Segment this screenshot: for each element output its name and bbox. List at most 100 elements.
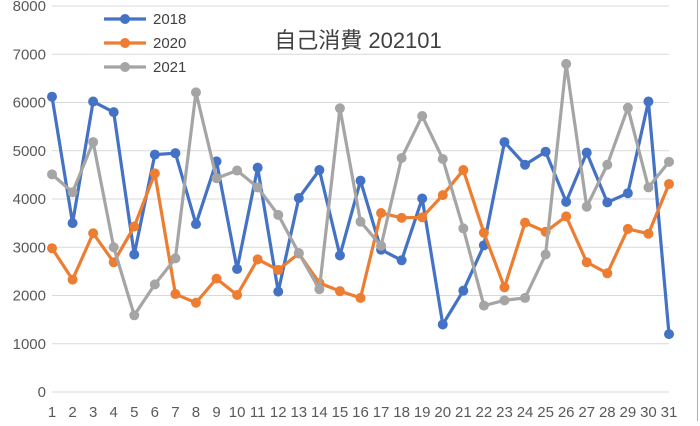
data-point-marker [108, 107, 119, 118]
y-tick-label: 5000 [13, 143, 46, 160]
data-point-marker [643, 228, 654, 239]
x-tick-label: 9 [212, 404, 220, 421]
y-tick-label: 6000 [13, 95, 46, 112]
data-point-marker [458, 285, 469, 296]
y-tick-label: 2000 [13, 288, 46, 305]
series-2021 [47, 58, 674, 321]
x-tick-label: 14 [311, 404, 328, 421]
data-point-marker [581, 147, 592, 158]
data-point-marker [129, 310, 140, 321]
data-point-marker [602, 159, 613, 170]
data-point-marker [334, 103, 345, 114]
x-tick-label: 12 [270, 404, 287, 421]
data-point-marker [355, 175, 366, 186]
data-point-marker [129, 249, 140, 260]
x-tick-label: 17 [373, 404, 390, 421]
data-point-marker [581, 201, 592, 212]
data-point-marker [376, 240, 387, 251]
x-tick-label: 24 [517, 404, 534, 421]
x-tick-label: 6 [151, 404, 159, 421]
data-point-marker [520, 292, 531, 303]
legend-item-2020: 2020 [104, 35, 186, 52]
data-point-marker [67, 218, 78, 229]
legend-label: 2021 [153, 59, 186, 76]
x-tick-label: 10 [229, 404, 246, 421]
x-tick-label: 16 [352, 404, 369, 421]
data-point-marker [540, 249, 551, 260]
data-point-marker [47, 169, 57, 180]
data-point-marker [664, 329, 674, 340]
data-point-marker [520, 217, 531, 228]
data-point-marker [252, 162, 263, 173]
y-axis-ticks: 0 1000 2000 3000 4000 5000 6000 7000 8000 [13, 0, 46, 401]
series-line [50, 62, 671, 317]
x-tick-label: 28 [599, 404, 616, 421]
data-point-marker [437, 190, 448, 201]
data-point-marker [314, 284, 325, 295]
x-tick-label: 2 [68, 404, 76, 421]
series-line [50, 168, 671, 305]
data-point-marker [561, 196, 572, 207]
x-tick-label: 23 [496, 404, 513, 421]
data-point-marker [334, 250, 345, 261]
data-point-marker [355, 292, 366, 303]
data-point-marker [561, 211, 572, 222]
data-point-marker [622, 188, 633, 199]
data-point-marker [664, 179, 674, 190]
data-point-marker [190, 219, 201, 230]
data-point-marker [190, 297, 201, 308]
y-tick-label: 0 [38, 384, 46, 401]
x-tick-label: 3 [89, 404, 97, 421]
x-tick-label: 8 [192, 404, 200, 421]
data-point-marker [314, 165, 325, 176]
legend-marker-icon [120, 62, 130, 72]
x-tick-label: 1 [48, 404, 56, 421]
data-point-marker [499, 137, 510, 148]
data-point-marker [149, 279, 160, 290]
data-point-marker [170, 148, 181, 159]
y-tick-label: 8000 [13, 0, 46, 15]
x-tick-label: 30 [640, 404, 657, 421]
x-tick-label: 21 [455, 404, 472, 421]
data-point-marker [211, 273, 222, 284]
data-point-marker [129, 221, 140, 232]
legend: 2018 2020 2021 [104, 11, 186, 76]
data-point-marker [67, 187, 78, 198]
data-point-marker [88, 228, 99, 239]
x-tick-label: 11 [250, 404, 266, 421]
x-tick-label: 5 [130, 404, 138, 421]
data-point-marker [293, 193, 304, 204]
data-point-marker [437, 153, 448, 164]
data-point-marker [252, 254, 263, 265]
data-point-marker [417, 111, 428, 122]
legend-item-2021: 2021 [104, 59, 186, 76]
legend-item-2018: 2018 [104, 11, 186, 28]
data-point-marker [88, 137, 99, 148]
data-point-marker [170, 289, 181, 300]
data-point-marker [149, 149, 160, 160]
data-point-marker [396, 255, 407, 266]
data-point-marker [232, 263, 243, 274]
data-point-marker [664, 156, 674, 167]
data-point-marker [622, 223, 633, 234]
data-point-marker [88, 96, 99, 107]
data-point-marker [232, 165, 243, 176]
legend-marker-icon [120, 14, 130, 24]
data-point-marker [47, 91, 57, 102]
data-point-marker [334, 286, 345, 297]
data-point-marker [355, 216, 366, 227]
x-axis-ticks: 1 2 3 4 5 6 7 8 9 10 11 12 13 14 15 16 17 18 19 20 21 22 23 24 2… [48, 404, 678, 421]
data-point-marker [252, 182, 263, 193]
x-tick-label: 19 [414, 404, 431, 421]
data-point-marker [437, 319, 448, 330]
data-series [47, 58, 674, 340]
data-point-marker [602, 268, 613, 279]
data-point-marker [581, 257, 592, 268]
data-point-marker [417, 212, 428, 223]
x-tick-label: 20 [434, 404, 451, 421]
x-tick-label: 4 [110, 404, 118, 421]
data-point-marker [190, 87, 201, 98]
data-point-marker [417, 193, 428, 204]
chart-title: 自己消費 202101 [274, 28, 442, 53]
data-point-marker [47, 243, 57, 254]
